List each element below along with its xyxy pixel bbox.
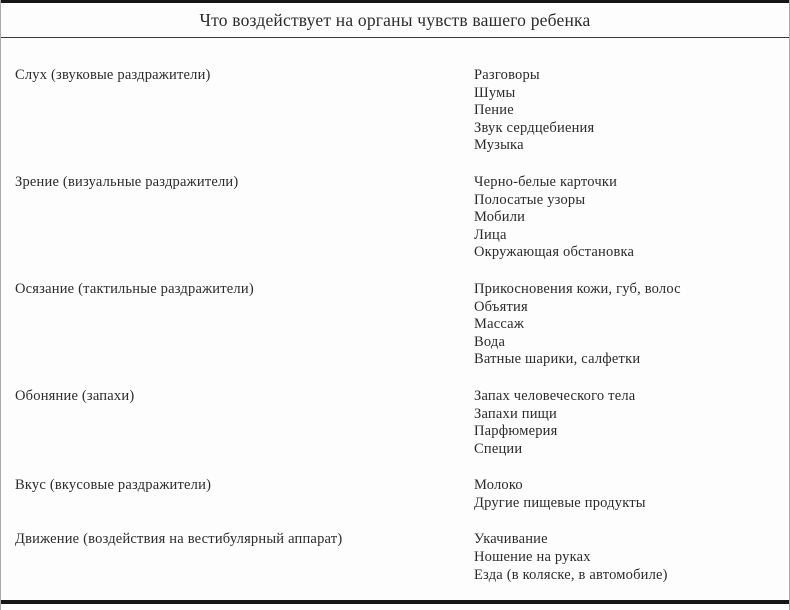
stimulus-item: Молоко [474, 477, 523, 494]
stimuli-list: Молоко Другие пищевые продукты [474, 477, 789, 512]
sense-label: Вкус (вкусовые раздражители) [15, 477, 212, 494]
stimulus-item: Музыка [474, 137, 524, 154]
stimuli-list: Укачивание Ношение на руках Езда (в коляск… [474, 531, 789, 584]
stimulus-item: Вода [474, 333, 506, 350]
sense-label: Осязание (тактильные раздражители) [15, 280, 254, 297]
sense-row: Осязание (тактильные раздражители) Прикос… [1, 281, 789, 369]
sense-row: Движение (воздействия на вестибулярный а… [1, 531, 789, 584]
table-title-row: Что воздействует на органы чувств вашего… [1, 3, 789, 38]
stimuli-list: Прикосновения кожи, губ, волос Объятия Мас… [474, 281, 789, 369]
stimuli-list: Разговоры Шумы Пение Звук сердцебиения Музык… [474, 67, 789, 155]
sense-row: Обоняние (запахи) Запах человеческого тел… [1, 388, 789, 458]
top-rule [1, 0, 789, 3]
sense-row: Зрение (визуальные раздражители) Черно-бе… [1, 174, 789, 262]
sense-row: Слух (звуковые раздражители) Разговоры Шум… [1, 67, 789, 155]
stimulus-item: Звук сердцебиения [474, 119, 595, 136]
page-title: Что воздействует на органы чувств вашего… [199, 10, 591, 30]
stimuli-list: Черно-белые карточки Полосатые узоры Мобил… [474, 174, 789, 262]
stimuli-list: Запах человеческого тела Запахи пищи Парфю… [474, 388, 789, 458]
stimulus-item: Прикосновения кожи, губ, волос [474, 280, 681, 297]
sense-label: Обоняние (запахи) [15, 387, 135, 404]
stimulus-item: Запах человеческого тела [474, 387, 636, 404]
stimulus-item: Ношение на руках [474, 549, 591, 566]
sense-label: Движение (воздействия на вестибулярный а… [15, 531, 343, 548]
stimulus-item: Запахи пищи [474, 405, 557, 422]
stimulus-item: Разговоры [474, 67, 540, 83]
stimulus-item: Езда (в коляске, в автомобиле) [474, 566, 668, 583]
stimulus-item: Лица [474, 226, 507, 243]
stimulus-item: Другие пищевые продукты [474, 494, 646, 511]
sense-label: Зрение (визуальные раздражители) [15, 173, 239, 190]
bottom-rule [1, 600, 789, 604]
stimulus-item: Мобили [474, 209, 526, 226]
stimulus-item: Шумы [474, 84, 516, 101]
stimulus-item: Пение [474, 102, 514, 119]
stimulus-item: Парфюмерия [474, 423, 558, 440]
stimulus-item: Специи [474, 440, 523, 457]
stimulus-item: Полосатые узоры [474, 191, 586, 208]
sense-label: Слух (звуковые раздражители) [15, 67, 211, 83]
stimulus-item: Массаж [474, 316, 525, 333]
table-body: Слух (звуковые раздражители) Разговоры Шум… [1, 38, 789, 584]
stimulus-item: Черно-белые карточки [474, 173, 618, 190]
stimulus-item: Укачивание [474, 531, 548, 548]
stimulus-item: Объятия [474, 298, 528, 315]
sense-row: Вкус (вкусовые раздражители) Молоко Другие… [1, 477, 789, 512]
stimulus-item: Ватные шарики, салфетки [474, 351, 641, 368]
stimulus-item: Окружающая обстановка [474, 244, 635, 261]
